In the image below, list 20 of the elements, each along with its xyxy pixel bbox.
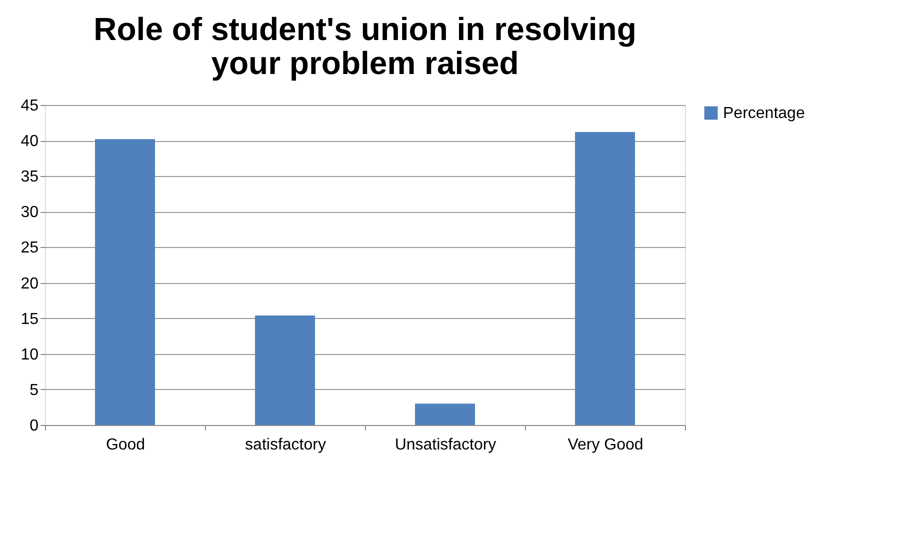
y-tick-label: 30	[20, 204, 39, 222]
bar	[575, 132, 635, 425]
bar	[415, 404, 475, 425]
x-tick-label: Good	[106, 436, 146, 454]
y-tick-label: 20	[20, 275, 39, 292]
bar	[255, 315, 315, 425]
y-tick-label: 25	[20, 240, 39, 257]
y-tick-label: 45	[20, 98, 39, 114]
y-tick-label: 40	[20, 133, 39, 150]
bar	[95, 139, 155, 425]
chart-title: Role of student's union in resolving your problem raised	[94, 11, 636, 81]
y-tick-label: 0	[30, 418, 39, 434]
legend-label: Percentage	[723, 105, 805, 122]
y-tick-label: 35	[20, 168, 39, 186]
y-tick-label: 15	[20, 310, 39, 328]
x-tick-label: Very Good	[568, 436, 644, 454]
y-tick-label: 5	[30, 382, 39, 399]
x-tick-label: Unsatisfactory	[394, 436, 496, 454]
y-tick-label: 10	[20, 346, 39, 364]
x-tick-label: satisfactory	[245, 436, 326, 454]
